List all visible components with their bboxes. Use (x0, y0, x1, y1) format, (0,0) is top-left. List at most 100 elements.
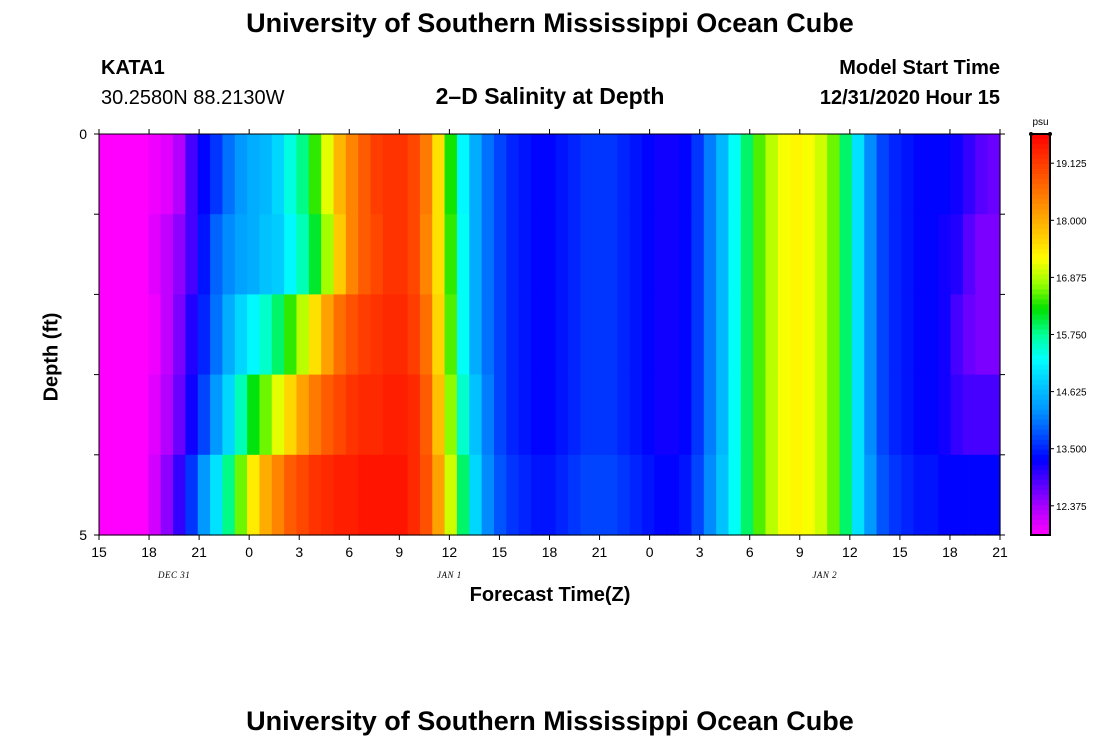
heatmap-cell (308, 454, 322, 536)
heatmap-cell (407, 454, 421, 536)
x-tick-label: 12 (842, 544, 858, 560)
heatmap-cell (703, 294, 717, 376)
heatmap-cell (716, 134, 730, 215)
heatmap-cell (987, 454, 1001, 536)
heatmap-cell (506, 374, 520, 456)
colorbar-band (1031, 224, 1050, 230)
heatmap-cell (740, 134, 754, 215)
heatmap-cell (827, 134, 841, 215)
heatmap-cell (716, 294, 730, 376)
heatmap-cell (395, 214, 409, 295)
heatmap-cell (691, 294, 705, 376)
colorbar-band (1031, 364, 1050, 371)
heatmap-cell (765, 294, 779, 376)
heatmap-cell (666, 134, 680, 215)
heatmap-cell (802, 134, 816, 215)
heatmap-cell (605, 134, 618, 215)
heatmap-cell (210, 454, 224, 536)
heatmap-cell (185, 294, 199, 376)
heatmap-cell (888, 454, 902, 536)
heatmap-cell (777, 294, 791, 376)
heatmap-cell (925, 134, 939, 215)
heatmap-cell (419, 134, 433, 215)
colorbar-band (1031, 294, 1050, 301)
heatmap-cell (864, 134, 878, 215)
heatmap-cell (493, 214, 507, 295)
heatmap-cell (271, 294, 285, 376)
heatmap-cell (136, 214, 149, 295)
heatmap-cell (555, 134, 569, 215)
heatmap-cell (345, 454, 359, 536)
heatmap-cell (654, 214, 668, 295)
heatmap-cell (901, 294, 915, 376)
heatmap-cell (617, 454, 631, 536)
colorbar-band (1031, 429, 1050, 436)
model-start-label: Model Start Time (839, 57, 1000, 79)
heatmap-cell (99, 214, 112, 295)
heatmap-cell (654, 134, 668, 215)
heatmap-cell (839, 374, 853, 456)
heatmap-cell (629, 294, 643, 376)
colorbar-band (1031, 504, 1050, 511)
heatmap-cell (222, 454, 236, 536)
x-tick-label: 18 (141, 544, 157, 560)
colorbar-band (1031, 479, 1050, 486)
heatmap-cell (987, 214, 1001, 295)
colorbar-corner (1048, 132, 1052, 136)
heatmap-cell (765, 134, 779, 215)
model-start-time: 12/31/2020 Hour 15 (819, 87, 1000, 109)
colorbar-band (1031, 374, 1050, 381)
heatmap-cell (666, 294, 680, 376)
heatmap-cell (925, 454, 939, 536)
heatmap-cell (469, 374, 483, 456)
heatmap-cell (888, 374, 902, 456)
colorbar-band (1031, 424, 1050, 431)
heatmap-cell (222, 134, 236, 215)
heatmap-cell (839, 454, 853, 536)
heatmap-cell (370, 374, 384, 456)
heatmap-cell (938, 374, 952, 456)
heatmap-cell (333, 294, 347, 376)
heatmap-cell (358, 294, 372, 376)
heatmap-cell (839, 214, 853, 295)
heatmap-cell (123, 214, 137, 295)
heatmap-cell (962, 294, 976, 376)
heatmap-cell (876, 374, 890, 456)
heatmap-cell (148, 294, 162, 376)
heatmap-cell (419, 214, 433, 295)
heatmap-cell (864, 374, 878, 456)
heatmap-cell (99, 294, 112, 376)
x-tick-label: 9 (796, 544, 804, 560)
heatmap-cell (790, 374, 804, 456)
heatmap-cell (160, 134, 174, 215)
heatmap-cell (654, 374, 668, 456)
heatmap-cell (148, 214, 162, 295)
heatmap-cell (321, 454, 335, 536)
heatmap-cell (160, 294, 174, 376)
heatmap-cell (284, 374, 298, 456)
heatmap-cell (530, 134, 544, 215)
colorbar-band (1031, 199, 1050, 205)
colorbar-band (1031, 179, 1050, 185)
colorbar-tick-label: 13.500 (1056, 445, 1087, 456)
heatmap-cell (345, 134, 359, 215)
heatmap-cell (99, 374, 112, 456)
heatmap-cell (876, 454, 890, 536)
heatmap-cell (296, 454, 310, 536)
colorbar-band (1031, 444, 1050, 451)
heatmap-cell (740, 214, 754, 295)
heatmap-cell (827, 294, 841, 376)
heatmap-cell (580, 374, 594, 456)
colorbar-band (1031, 514, 1050, 521)
colorbar-band (1031, 334, 1050, 341)
heatmap-cell (333, 454, 347, 536)
heatmap-cell (753, 294, 767, 376)
heatmap-cell (913, 294, 927, 376)
heatmap-cell (259, 214, 273, 295)
heatmap-cell (333, 374, 347, 456)
heatmap-cell (814, 294, 828, 376)
colorbar-band (1031, 339, 1050, 346)
heatmap-cell (234, 374, 248, 456)
colorbar-band (1031, 144, 1050, 150)
colorbar-band (1031, 409, 1050, 416)
